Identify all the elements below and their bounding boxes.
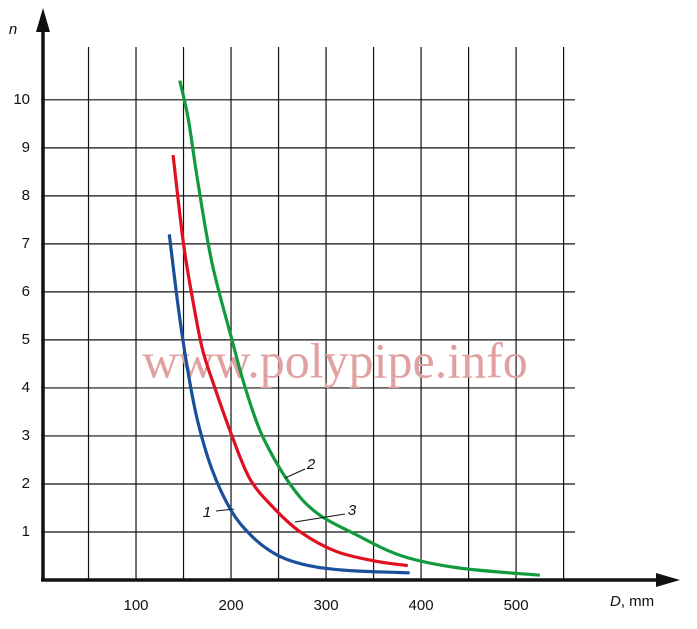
- label-leader: [294, 513, 346, 523]
- y-tick-label: 8: [22, 187, 30, 204]
- y-tick-label: 3: [22, 427, 30, 444]
- x-tick-label: 200: [219, 597, 244, 614]
- series-label: 2: [306, 456, 316, 473]
- y-tick-label: 2: [22, 475, 30, 492]
- y-axis-arrow: [36, 8, 50, 32]
- x-tick-label: 100: [124, 597, 149, 614]
- line-series: [167, 234, 410, 575]
- y-tick-label: 5: [22, 331, 30, 348]
- x-tick-label: 500: [504, 597, 529, 614]
- x-axis-arrow: [656, 573, 680, 587]
- x-axis-unit: , mm: [621, 593, 654, 610]
- curves: [167, 80, 540, 577]
- x-tick-label: 400: [409, 597, 434, 614]
- label-leader: [284, 468, 306, 479]
- series-label: 1: [203, 504, 211, 521]
- y-tick-label: 7: [22, 235, 30, 252]
- series-label: 3: [348, 502, 357, 519]
- y-tick-label: 1: [22, 523, 30, 540]
- x-axis-label: D, mm: [610, 593, 654, 610]
- y-tick-label: 4: [22, 379, 30, 396]
- y-tick-label: 10: [13, 91, 30, 108]
- label-leader: [215, 508, 235, 512]
- y-axis-label: n: [9, 21, 17, 38]
- line-series: [171, 154, 408, 568]
- line-series: [178, 80, 540, 577]
- y-tick-label: 9: [22, 139, 30, 156]
- y-tick-label: 6: [22, 283, 30, 300]
- x-tick-label: 300: [314, 597, 339, 614]
- x-axis-name: D: [610, 593, 621, 610]
- grid: [41, 47, 575, 580]
